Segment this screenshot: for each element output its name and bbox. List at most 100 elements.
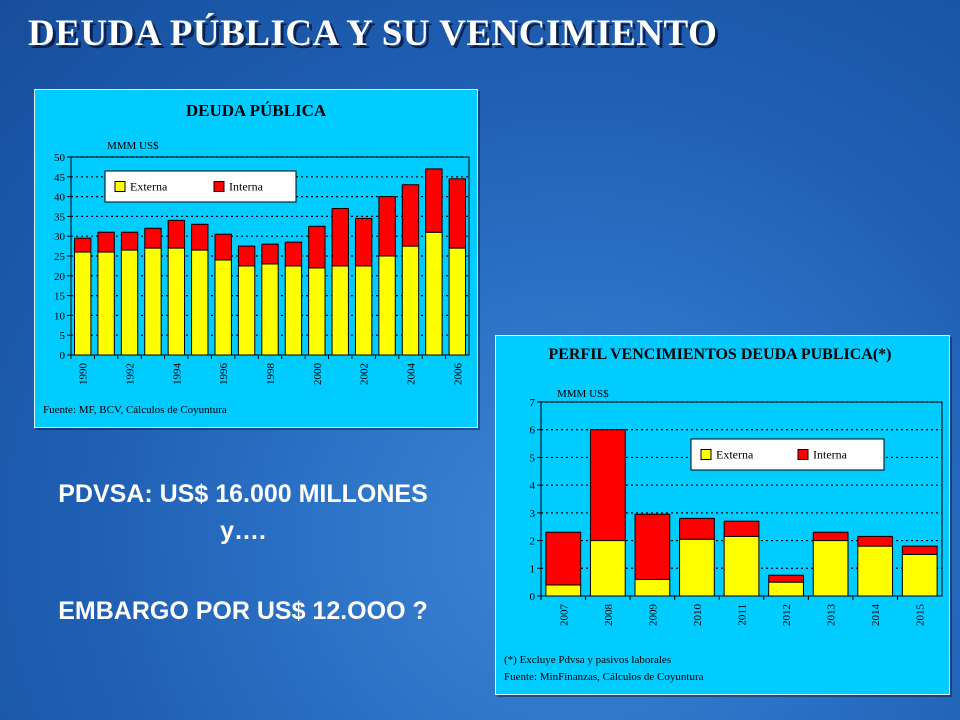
bar-interna-1994 bbox=[167, 219, 186, 249]
y-tick-label: 3 bbox=[530, 508, 536, 520]
y-tick-label: 25 bbox=[54, 251, 66, 263]
bar-interna-1998 bbox=[261, 243, 279, 265]
bar-externa-1997 bbox=[237, 265, 256, 356]
y-tick-label: 6 bbox=[530, 425, 536, 437]
bar-externa-2011 bbox=[723, 535, 760, 597]
y-tick-label: 40 bbox=[54, 192, 66, 204]
bar-interna-1999 bbox=[284, 241, 303, 267]
y-tick-label: 1 bbox=[530, 563, 536, 575]
bar-interna-2008 bbox=[589, 429, 626, 542]
bar-externa-2003 bbox=[378, 255, 396, 356]
x-tick-label: 1998 bbox=[265, 363, 277, 386]
bar-interna-2011 bbox=[723, 520, 760, 537]
bar-externa-1994 bbox=[167, 247, 186, 356]
legend-box bbox=[104, 170, 297, 203]
y-tick-label: 2 bbox=[530, 536, 536, 548]
bar-externa-2001 bbox=[331, 265, 349, 356]
bar-interna-2012 bbox=[768, 574, 804, 583]
bar-externa-2004 bbox=[401, 245, 420, 356]
y-tick-label: 35 bbox=[54, 211, 66, 223]
bar-interna-1996 bbox=[214, 233, 232, 261]
bar-externa-2014 bbox=[857, 545, 894, 597]
bar-interna-2015 bbox=[901, 545, 938, 555]
legend-swatch-interna bbox=[797, 449, 809, 460]
bar-interna-2006 bbox=[448, 178, 466, 249]
bar-interna-1993 bbox=[144, 227, 162, 249]
bar-interna-2014 bbox=[857, 535, 894, 547]
deuda-publica-chart: DEUDA PÚBLICA MMM US$ 0 5 10 15 20 25 30 35 40 45 50… bbox=[43, 101, 470, 416]
bar-externa-2012 bbox=[768, 581, 804, 597]
bar-interna-1997 bbox=[237, 245, 256, 267]
x-tick-label: 1992 bbox=[125, 363, 137, 385]
bar-interna-2007 bbox=[545, 531, 582, 586]
bar-interna-1991 bbox=[97, 231, 115, 253]
bar-interna-1990 bbox=[74, 237, 92, 253]
bar-externa-1995 bbox=[191, 249, 209, 356]
bar-externa-2013 bbox=[812, 540, 849, 597]
perfil-vencimientos-chart: PERFIL VENCIMIENTOS DEUDA PUBLICA(*) MMM … bbox=[504, 346, 943, 683]
bar-externa-2006 bbox=[448, 247, 466, 356]
y-tick-label: 45 bbox=[54, 172, 66, 184]
bar-interna-2009 bbox=[634, 513, 671, 580]
bar-interna-2003 bbox=[378, 196, 396, 257]
x-tick-label: 1994 bbox=[171, 363, 183, 386]
x-tick-label: 2011 bbox=[737, 604, 749, 626]
bar-externa-1996 bbox=[214, 259, 232, 356]
legend-label-interna: Interna bbox=[813, 448, 848, 462]
bar-externa-2000 bbox=[308, 267, 326, 356]
x-tick-label: 2014 bbox=[870, 604, 882, 627]
slide-title: DEUDA PÚBLICA Y SU VENCIMIENTO bbox=[28, 13, 718, 54]
unit-label: MMM US$ bbox=[107, 140, 159, 152]
bar-externa-1992 bbox=[120, 249, 139, 356]
x-tick-label: 2013 bbox=[826, 604, 838, 627]
x-tick-label: 2015 bbox=[915, 604, 927, 627]
x-tick-label: 2007 bbox=[558, 604, 570, 627]
legend-label-externa: Externa bbox=[130, 180, 168, 194]
bar-interna-2005 bbox=[425, 168, 443, 233]
bar-externa-2008 bbox=[589, 540, 626, 597]
y-tick-label: 50 bbox=[54, 152, 66, 164]
y-tick-label: 5 bbox=[530, 452, 536, 464]
bar-externa-2015 bbox=[901, 553, 938, 597]
bar-interna-2013 bbox=[812, 531, 849, 542]
legend-swatch-externa bbox=[114, 181, 126, 192]
bar-interna-1995 bbox=[191, 223, 209, 251]
bar-interna-2002 bbox=[354, 217, 373, 267]
y-tick-label: 5 bbox=[60, 330, 66, 342]
x-tick-label: 2010 bbox=[692, 604, 704, 627]
chart-title: DEUDA PÚBLICA bbox=[186, 101, 327, 120]
y-tick-label: 0 bbox=[60, 350, 66, 362]
bar-externa-2005 bbox=[425, 231, 443, 356]
x-tick-label: 2009 bbox=[647, 604, 659, 627]
legend-label-externa: Externa bbox=[716, 448, 754, 462]
x-tick-label: 2000 bbox=[312, 363, 324, 386]
x-tick-label: 2004 bbox=[405, 363, 417, 386]
legend-label-interna: Interna bbox=[229, 180, 264, 194]
x-tick-label: 2008 bbox=[603, 604, 615, 627]
x-tick-label: 1990 bbox=[78, 363, 90, 386]
x-tick-label: 2006 bbox=[452, 363, 464, 386]
bar-interna-2004 bbox=[401, 184, 420, 247]
deuda-publica-chart-panel: DEUDA PÚBLICA MMM US$ 0 5 10 15 20 25 30 35 40 45 50… bbox=[34, 89, 478, 428]
bar-externa-1990 bbox=[74, 251, 92, 356]
source-note: Fuente: MinFinanzas, Cálculos de Coyuntu… bbox=[504, 671, 704, 683]
y-tick-label: 10 bbox=[54, 310, 66, 322]
x-tick-label: 2002 bbox=[359, 363, 371, 385]
source-note: Fuente: MF, BCV, Cálculos de Coyuntura bbox=[43, 404, 227, 416]
bar-externa-2009 bbox=[634, 578, 671, 597]
embargo-note: EMBARGO POR US$ 12.OOO ? bbox=[58, 597, 428, 625]
continuation-note: y…. bbox=[220, 517, 266, 545]
x-tick-label: 2012 bbox=[781, 604, 793, 626]
bar-interna-2001 bbox=[331, 207, 349, 267]
legend-swatch-externa bbox=[700, 449, 712, 460]
bar-interna-2000 bbox=[308, 225, 326, 269]
bar-externa-1999 bbox=[284, 265, 303, 356]
bar-interna-1992 bbox=[120, 231, 139, 251]
y-tick-label: 7 bbox=[530, 397, 536, 409]
unit-label: MMM US$ bbox=[557, 388, 609, 400]
bar-externa-1991 bbox=[97, 251, 115, 356]
legend-swatch-interna bbox=[213, 181, 225, 192]
bar-externa-1998 bbox=[261, 263, 279, 356]
bar-externa-1993 bbox=[144, 247, 162, 356]
bar-externa-2010 bbox=[679, 538, 715, 597]
